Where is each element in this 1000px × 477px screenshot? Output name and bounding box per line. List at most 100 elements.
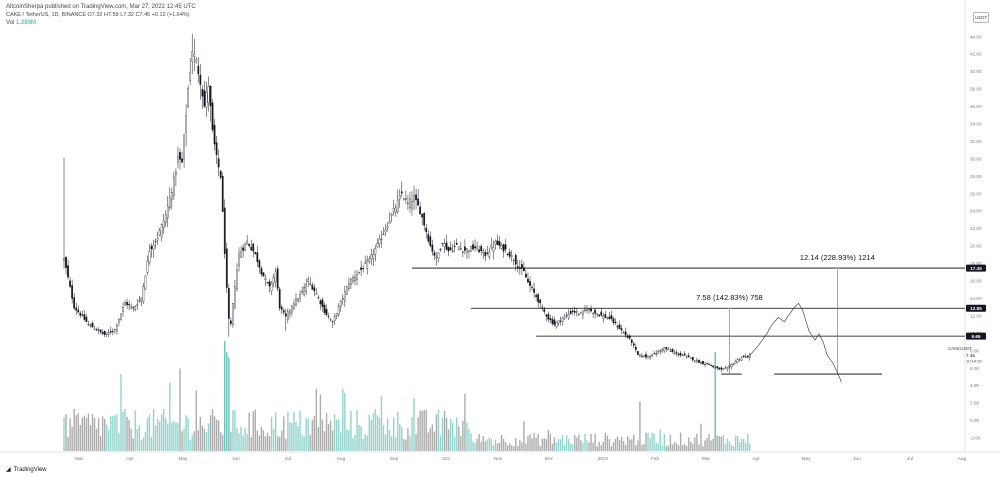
measurement-label: 7.58 (142.83%) 758 xyxy=(696,293,763,302)
candle xyxy=(661,348,664,353)
candle-body xyxy=(734,361,737,364)
publisher-line: AltcoinSherpa published on TradingView.c… xyxy=(6,4,196,10)
candle-body xyxy=(639,354,641,357)
candle xyxy=(284,308,287,332)
volume-bar xyxy=(191,434,193,451)
volume-bar xyxy=(519,439,521,451)
current-price-countdown: 10:14:39 xyxy=(966,358,982,363)
tradingview-logo[interactable]: ◢ TradingView xyxy=(6,466,47,474)
volume-bar xyxy=(547,429,550,451)
candle-body xyxy=(354,277,356,281)
candle xyxy=(494,239,497,250)
volume-bar xyxy=(633,434,635,451)
candle-body xyxy=(514,255,517,265)
candle xyxy=(221,172,224,212)
candle-body xyxy=(744,356,747,358)
candle xyxy=(402,197,405,201)
candle xyxy=(166,196,169,228)
candle-body xyxy=(173,176,175,196)
volume-bar xyxy=(199,416,202,451)
volume-bar xyxy=(696,433,698,451)
candle-body xyxy=(657,350,660,354)
volume-bar xyxy=(745,442,747,451)
volume-bar xyxy=(515,438,517,451)
candle-body xyxy=(118,319,120,323)
volume-bar xyxy=(91,414,94,451)
volume-bar xyxy=(415,434,417,451)
volume-bar xyxy=(618,439,621,451)
candle xyxy=(295,293,297,307)
candle xyxy=(262,272,265,277)
price-axis[interactable]: 44.00 42.00 40.00 38.00 36.00 34.00 32.00 30.00… xyxy=(970,34,982,440)
candle-body xyxy=(451,250,454,252)
measurement-label: 12.14 (228.93%) 1214 xyxy=(800,253,875,262)
candle-body xyxy=(691,357,694,361)
candle xyxy=(421,213,424,226)
volume-bar xyxy=(230,431,232,451)
candle xyxy=(246,235,249,245)
volume-bar xyxy=(533,432,535,451)
candle-body xyxy=(555,322,558,328)
candle-body xyxy=(350,279,352,285)
volume-bar xyxy=(574,434,576,451)
price-badge-label: 17.45 xyxy=(970,266,982,271)
candle xyxy=(398,189,401,208)
candle-body xyxy=(636,351,639,355)
candle xyxy=(337,303,340,318)
candle-body xyxy=(543,309,546,312)
volume-bar xyxy=(285,439,287,451)
candle-body xyxy=(319,300,322,305)
candle-body xyxy=(665,347,668,350)
volume-bar xyxy=(224,341,226,451)
volume-bar xyxy=(610,446,613,451)
volume-bar xyxy=(213,416,216,451)
time-tick-label: Mar xyxy=(75,456,84,462)
volume-bar xyxy=(360,426,362,451)
volume-bar xyxy=(592,442,594,451)
candle xyxy=(109,326,112,335)
candle xyxy=(742,355,745,358)
candle-body xyxy=(325,309,328,315)
candle-body xyxy=(700,362,702,364)
price-tick-label: 20.00 xyxy=(970,244,982,249)
candle xyxy=(244,242,246,252)
candle xyxy=(128,300,130,311)
candle xyxy=(79,311,82,319)
candle-body xyxy=(305,284,308,293)
candle-body xyxy=(111,331,114,332)
candle xyxy=(527,272,529,284)
time-tick-label: Oct xyxy=(442,456,450,462)
volume-bar xyxy=(673,441,676,451)
candle xyxy=(358,271,360,275)
volume-bar xyxy=(645,432,647,451)
candle xyxy=(606,316,609,320)
volume-bar xyxy=(555,442,558,451)
candle-body xyxy=(297,298,299,302)
volume-bar xyxy=(681,445,684,451)
candle-body xyxy=(596,313,599,315)
volume-bar xyxy=(588,442,590,451)
candle xyxy=(81,310,84,317)
volume-bar xyxy=(704,440,706,451)
volume-bar xyxy=(254,409,256,451)
volume-bar xyxy=(366,435,368,451)
candle xyxy=(468,249,470,259)
candle-body xyxy=(130,306,133,309)
candle xyxy=(126,298,128,309)
time-axis[interactable]: Mar Apr May Jun Jul Aug Sep Oct Nov Dec 2022 Feb Mar… xyxy=(75,456,967,462)
candle-body xyxy=(97,329,100,331)
volume-bar xyxy=(95,428,98,451)
candle-body xyxy=(73,297,76,309)
candle xyxy=(685,355,688,359)
candle-body xyxy=(675,352,678,354)
candle xyxy=(602,312,605,323)
candle-body xyxy=(415,194,417,200)
candle xyxy=(696,357,698,364)
currency-badge[interactable]: USDT xyxy=(973,12,989,23)
candle xyxy=(87,320,90,327)
candle-body xyxy=(740,357,743,361)
candle xyxy=(453,240,456,253)
candle xyxy=(164,210,167,227)
volume-bar xyxy=(362,438,364,451)
